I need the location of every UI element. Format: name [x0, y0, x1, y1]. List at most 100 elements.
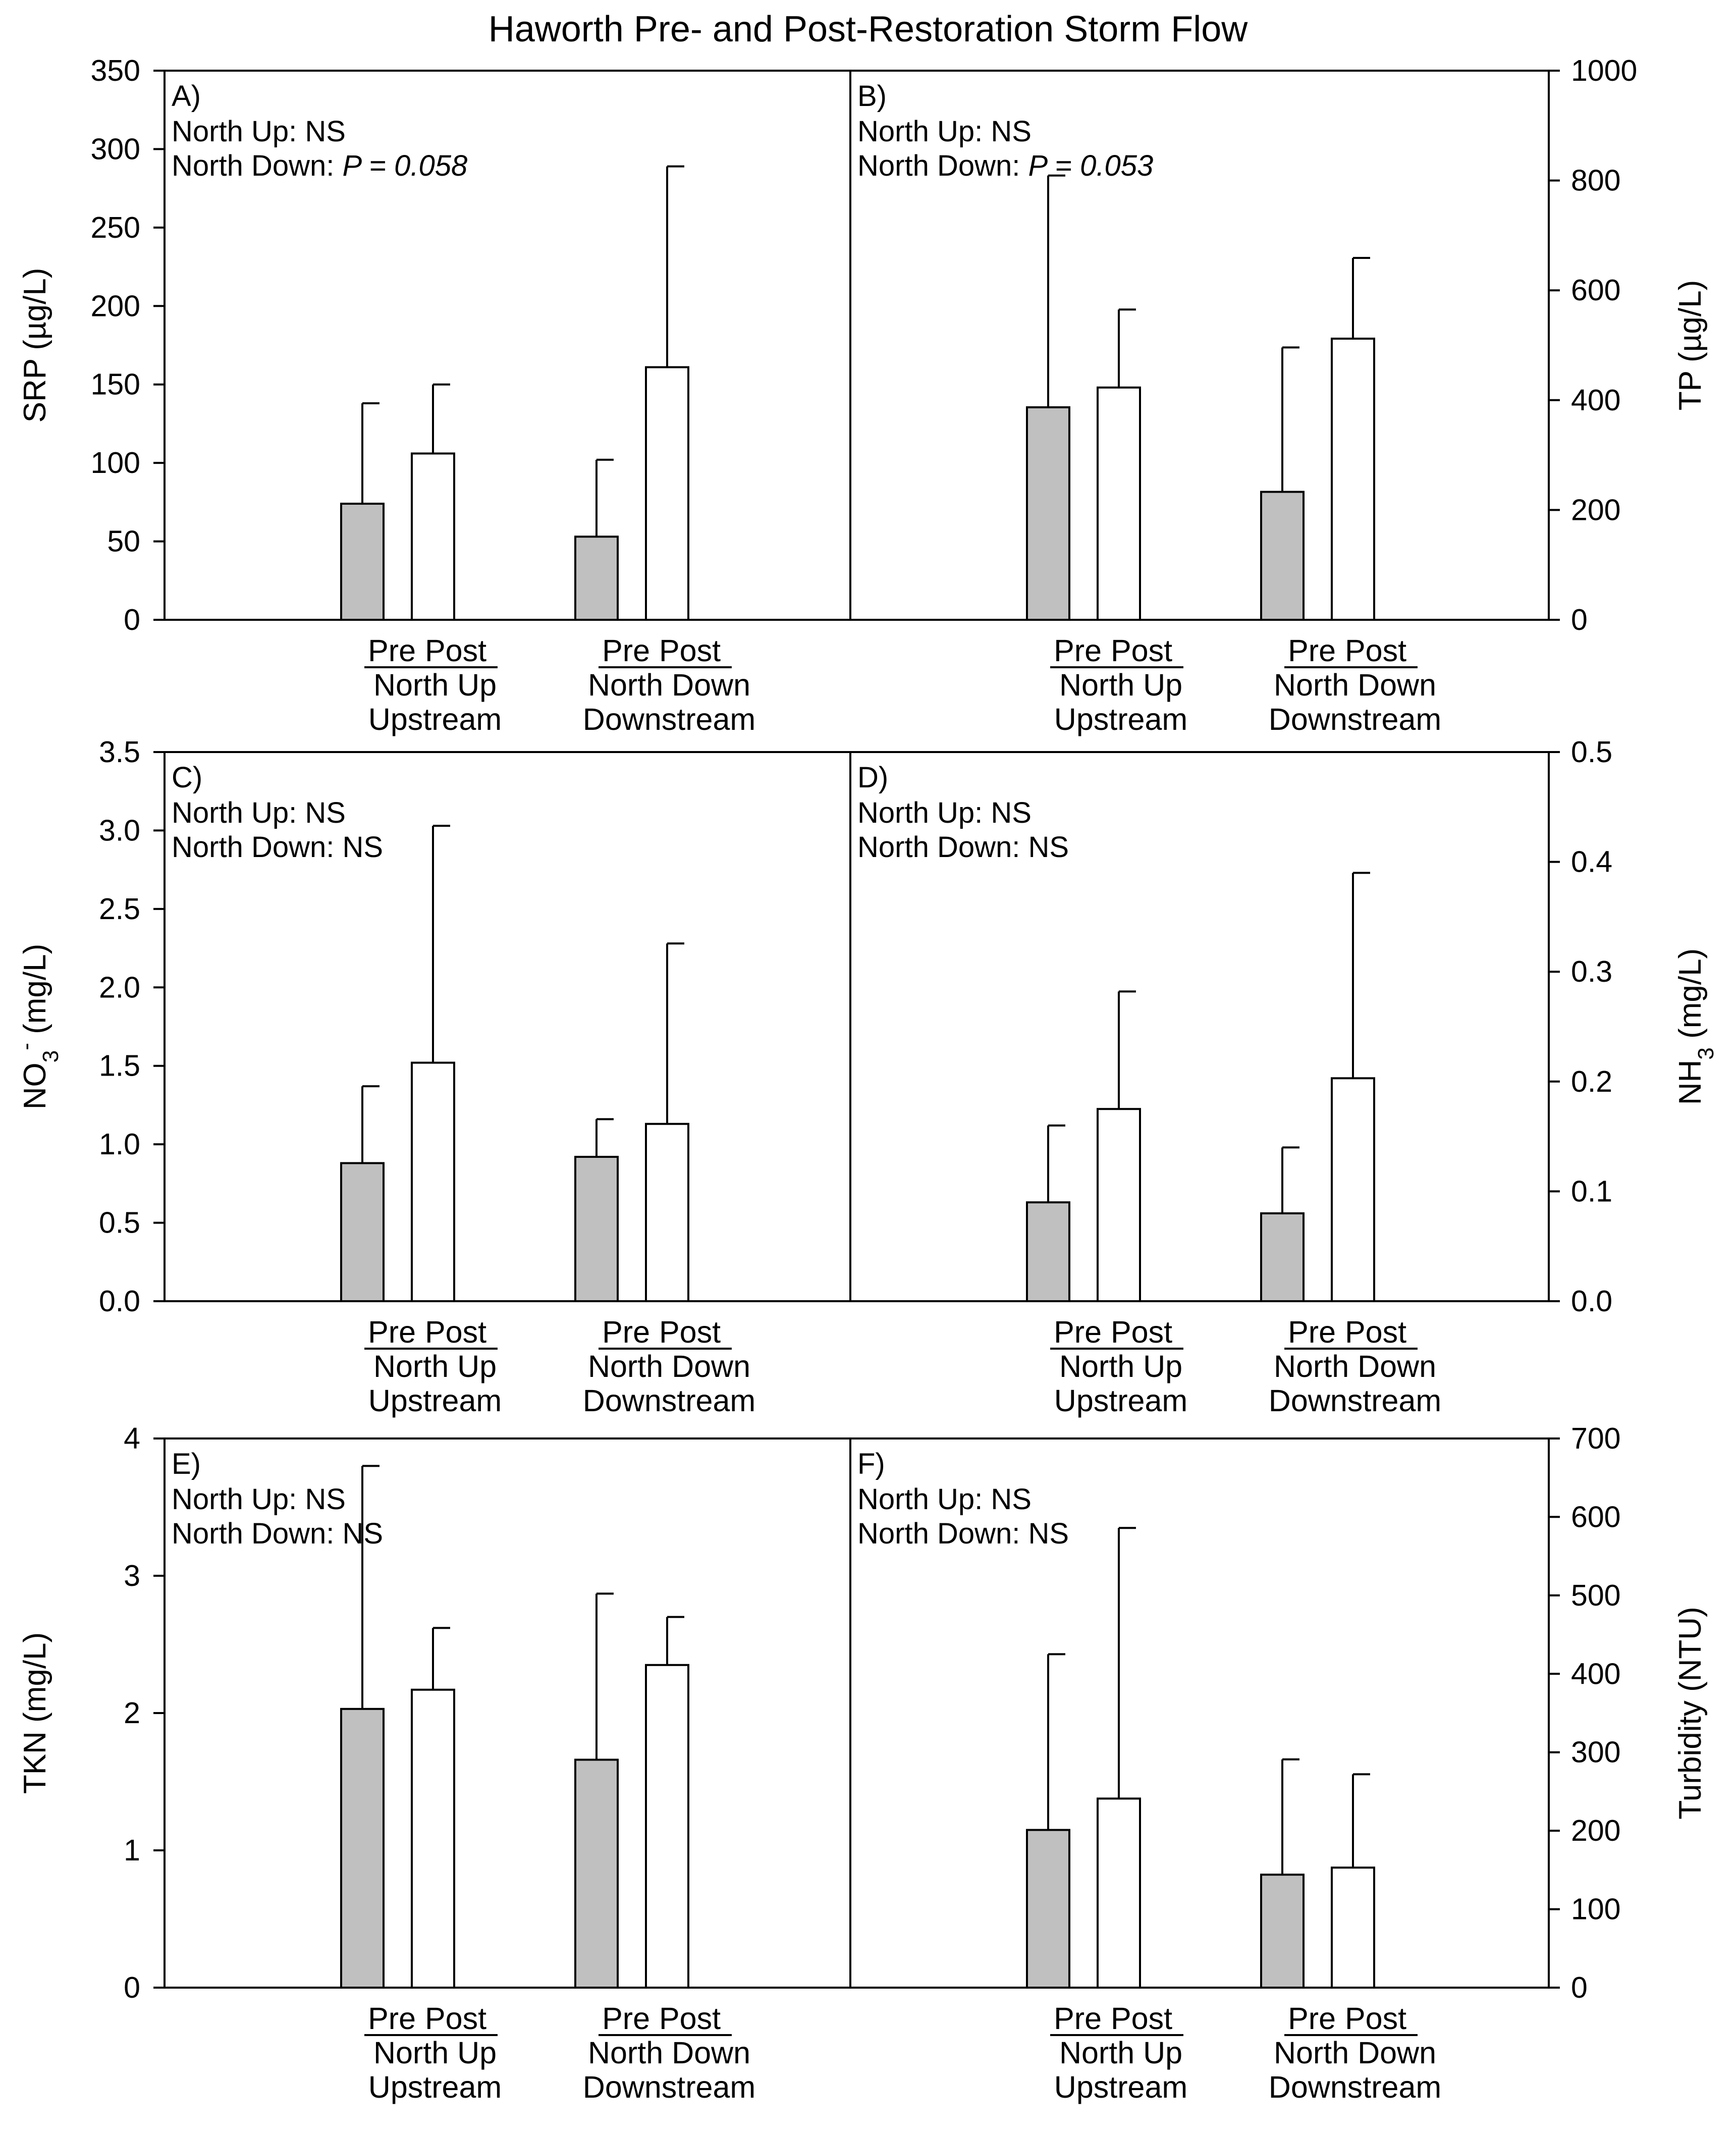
- post-label: Post: [425, 633, 486, 668]
- y-tick-label: 400: [1571, 384, 1620, 417]
- y-axis: 0 100 200 300 400 500 600 700: [1549, 1422, 1620, 2004]
- y-tick-label: 200: [1571, 1814, 1620, 1847]
- y-tick-label: 0.0: [1571, 1285, 1612, 1318]
- group-site-label: North Down: [1274, 668, 1436, 702]
- y-tick-label: 200: [1571, 493, 1620, 526]
- bar-pre-north-down: [1260, 1212, 1305, 1302]
- annotation-north-down-label: North Down:: [172, 149, 342, 182]
- post-label: Post: [1111, 633, 1172, 668]
- pre-label: Pre: [1054, 1315, 1102, 1349]
- pre-label: Pre: [1288, 633, 1336, 668]
- y-tick-label: 100: [1571, 1893, 1620, 1926]
- plot-frame: [849, 1437, 1550, 1989]
- y-tick-label: 0.0: [99, 1285, 140, 1318]
- annotation-north-up: North Up: NS: [172, 796, 346, 829]
- plot-frame: [849, 751, 1550, 1302]
- y-axis: 0.0 0.1 0.2 0.3 0.4 0.5: [1549, 735, 1612, 1318]
- bar-pre-north-down: [1260, 1874, 1305, 1989]
- y-axis: 0.0 0.5 1.0 1.5 2.0 2.5 3.0 3.5: [99, 735, 165, 1318]
- annotation-north-up: North Up: NS: [857, 796, 1032, 829]
- annotation-north-up: North Up: NS: [172, 1483, 346, 1516]
- y-tick-label: 100: [91, 446, 140, 479]
- bar-post-north-up: [411, 1061, 455, 1302]
- bar-post-north-down: [1331, 337, 1375, 621]
- post-label: Post: [659, 2001, 721, 2036]
- annotation-north-up: North Up: NS: [857, 115, 1032, 148]
- y-tick-label: 1000: [1571, 54, 1637, 87]
- post-label: Post: [1111, 2001, 1172, 2036]
- y-axis-title-main: NO: [18, 1062, 52, 1109]
- bar-post-north-down: [1331, 1077, 1375, 1302]
- y-tick-label: 0.4: [1571, 845, 1612, 879]
- group-position-label: Downstream: [1269, 2070, 1441, 2104]
- pre-label: Pre: [368, 2001, 416, 2036]
- group-site-label: North Up: [1059, 668, 1182, 702]
- y-tick-label: 150: [91, 368, 140, 401]
- y-tick-label: 2.5: [99, 892, 140, 926]
- post-label: Post: [425, 1315, 486, 1349]
- y-axis-title-sub: 3: [38, 1050, 63, 1062]
- bar-pre-north-up: [1026, 1829, 1070, 1989]
- pre-label: Pre: [602, 633, 650, 668]
- bar-post-north-up: [1097, 1797, 1141, 1989]
- group-position-label: Upstream: [1054, 702, 1187, 736]
- panel-label: E): [172, 1448, 201, 1480]
- group-position-label: Upstream: [368, 2070, 502, 2104]
- group-site-label: North Up: [1059, 1349, 1182, 1383]
- y-axis-title-main: NH: [1673, 1060, 1708, 1105]
- group-position-label: Downstream: [1269, 702, 1441, 736]
- annotation-north-down: North Down: NS: [172, 831, 383, 864]
- bar-pre-north-down: [574, 1758, 619, 1989]
- post-label: Post: [659, 1315, 721, 1349]
- bar-pre-north-up: [340, 1162, 385, 1303]
- annotation-north-down-label: North Down:: [857, 149, 1028, 182]
- y-axis-title: Turbidity (NTU): [1673, 1607, 1708, 1819]
- y-axis-title: NO3- (mg/L): [14, 944, 63, 1110]
- y-tick-label: 700: [1571, 1422, 1620, 1455]
- annotation-north-up: North Up: NS: [857, 1483, 1032, 1516]
- bar-post-north-down: [645, 1123, 689, 1303]
- y-tick-label: 0.5: [1571, 735, 1612, 769]
- y-tick-label: 300: [1571, 1736, 1620, 1769]
- y-tick-label: 0.1: [1571, 1175, 1612, 1208]
- pre-label: Pre: [602, 2001, 650, 2036]
- y-axis: 0 1 2 3 4: [124, 1422, 165, 2004]
- annotation-p-value: P = 0.053: [1028, 149, 1153, 182]
- post-label: Post: [1345, 1315, 1406, 1349]
- group-site-label: North Down: [588, 2036, 750, 2070]
- group-position-label: Downstream: [1269, 1383, 1441, 1418]
- y-tick-label: 600: [1571, 274, 1620, 307]
- bar-pre-north-up: [340, 502, 385, 621]
- pre-label: Pre: [1288, 1315, 1336, 1349]
- panel-label: D): [857, 761, 888, 794]
- bar-post-north-down: [1331, 1866, 1375, 1989]
- panel-label: B): [857, 80, 887, 113]
- bar-pre-north-up: [1026, 1201, 1070, 1302]
- y-axis-title-unit: (mg/L): [18, 944, 52, 1043]
- y-tick-label: 0.3: [1571, 955, 1612, 988]
- bar-pre-north-up: [1026, 406, 1070, 621]
- pre-label: Pre: [1054, 2001, 1102, 2036]
- bar-pre-north-down: [1260, 491, 1305, 621]
- y-axis-title: NH3 (mg/L): [1673, 948, 1718, 1105]
- y-tick-label: 800: [1571, 164, 1620, 197]
- group-site-label: North Down: [1274, 1349, 1436, 1383]
- y-tick-label: 4: [124, 1422, 140, 1455]
- y-tick-label: 200: [91, 289, 140, 323]
- group-site-label: North Up: [1059, 2036, 1182, 2070]
- group-position-label: Downstream: [583, 1383, 755, 1418]
- pre-label: Pre: [602, 1315, 650, 1349]
- y-tick-label: 500: [1571, 1579, 1620, 1612]
- pre-label: Pre: [1288, 2001, 1336, 2036]
- y-tick-label: 600: [1571, 1500, 1620, 1533]
- y-tick-label: 400: [1571, 1657, 1620, 1690]
- pre-label: Pre: [368, 633, 416, 668]
- panel-label: F): [857, 1448, 885, 1480]
- bar-post-north-down: [645, 366, 689, 621]
- panel-label: A): [172, 80, 201, 113]
- bar-post-north-up: [1097, 386, 1141, 621]
